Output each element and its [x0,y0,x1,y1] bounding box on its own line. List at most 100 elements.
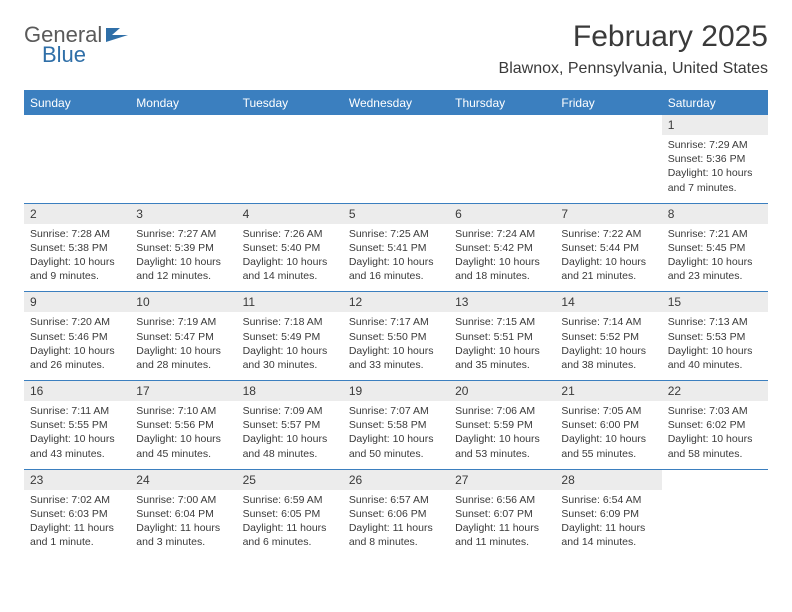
calendar-day-cell: 25Sunrise: 6:59 AMSunset: 6:05 PMDayligh… [237,469,343,557]
day-details: Sunrise: 7:06 AMSunset: 5:59 PMDaylight:… [449,401,555,469]
day-number: 1 [662,115,768,135]
calendar-day-cell [130,115,236,204]
day-number: 18 [237,381,343,401]
day-details: Sunrise: 7:24 AMSunset: 5:42 PMDaylight:… [449,224,555,292]
day-details: Sunrise: 7:09 AMSunset: 5:57 PMDaylight:… [237,401,343,469]
calendar-body: 1Sunrise: 7:29 AMSunset: 5:36 PMDaylight… [24,115,768,558]
day-details: Sunrise: 7:17 AMSunset: 5:50 PMDaylight:… [343,312,449,380]
calendar-day-cell: 13Sunrise: 7:15 AMSunset: 5:51 PMDayligh… [449,292,555,381]
day-number: 8 [662,204,768,224]
day-number: 2 [24,204,130,224]
calendar-day-cell [24,115,130,204]
day-details: Sunrise: 7:26 AMSunset: 5:40 PMDaylight:… [237,224,343,292]
day-number: 26 [343,470,449,490]
calendar-day-cell: 16Sunrise: 7:11 AMSunset: 5:55 PMDayligh… [24,381,130,470]
day-number: 7 [555,204,661,224]
day-details: Sunrise: 7:10 AMSunset: 5:56 PMDaylight:… [130,401,236,469]
flag-icon [106,24,128,46]
calendar-page: General Blue February 2025 Blawnox, Penn… [0,0,792,577]
calendar-day-cell: 24Sunrise: 7:00 AMSunset: 6:04 PMDayligh… [130,469,236,557]
day-details: Sunrise: 7:03 AMSunset: 6:02 PMDaylight:… [662,401,768,469]
day-details: Sunrise: 7:13 AMSunset: 5:53 PMDaylight:… [662,312,768,380]
location: Blawnox, Pennsylvania, United States [499,60,768,78]
day-number: 21 [555,381,661,401]
day-details: Sunrise: 7:21 AMSunset: 5:45 PMDaylight:… [662,224,768,292]
day-header: Saturday [662,91,768,115]
calendar-day-cell: 4Sunrise: 7:26 AMSunset: 5:40 PMDaylight… [237,203,343,292]
day-details: Sunrise: 6:54 AMSunset: 6:09 PMDaylight:… [555,490,661,558]
calendar-day-cell: 9Sunrise: 7:20 AMSunset: 5:46 PMDaylight… [24,292,130,381]
day-details: Sunrise: 7:29 AMSunset: 5:36 PMDaylight:… [662,135,768,203]
day-header: Monday [130,91,236,115]
day-header: Tuesday [237,91,343,115]
day-details: Sunrise: 7:07 AMSunset: 5:58 PMDaylight:… [343,401,449,469]
calendar-day-cell: 12Sunrise: 7:17 AMSunset: 5:50 PMDayligh… [343,292,449,381]
logo-word-2: Blue [42,44,128,66]
calendar-day-cell [555,115,661,204]
day-details: Sunrise: 7:00 AMSunset: 6:04 PMDaylight:… [130,490,236,558]
page-header: General Blue February 2025 Blawnox, Penn… [24,20,768,78]
calendar-day-cell: 17Sunrise: 7:10 AMSunset: 5:56 PMDayligh… [130,381,236,470]
day-details: Sunrise: 7:20 AMSunset: 5:46 PMDaylight:… [24,312,130,380]
day-details: Sunrise: 7:22 AMSunset: 5:44 PMDaylight:… [555,224,661,292]
calendar-day-cell [237,115,343,204]
calendar-week-row: 9Sunrise: 7:20 AMSunset: 5:46 PMDaylight… [24,292,768,381]
calendar-day-cell: 3Sunrise: 7:27 AMSunset: 5:39 PMDaylight… [130,203,236,292]
calendar-day-cell [343,115,449,204]
calendar-day-cell: 1Sunrise: 7:29 AMSunset: 5:36 PMDaylight… [662,115,768,204]
calendar-week-row: 1Sunrise: 7:29 AMSunset: 5:36 PMDaylight… [24,115,768,204]
calendar-day-cell: 27Sunrise: 6:56 AMSunset: 6:07 PMDayligh… [449,469,555,557]
day-details: Sunrise: 7:28 AMSunset: 5:38 PMDaylight:… [24,224,130,292]
day-header: Sunday [24,91,130,115]
day-details: Sunrise: 7:11 AMSunset: 5:55 PMDaylight:… [24,401,130,469]
day-number: 25 [237,470,343,490]
day-details: Sunrise: 6:59 AMSunset: 6:05 PMDaylight:… [237,490,343,558]
day-number: 3 [130,204,236,224]
calendar-day-cell: 5Sunrise: 7:25 AMSunset: 5:41 PMDaylight… [343,203,449,292]
day-number: 16 [24,381,130,401]
day-details: Sunrise: 7:27 AMSunset: 5:39 PMDaylight:… [130,224,236,292]
day-number: 5 [343,204,449,224]
calendar-day-cell: 21Sunrise: 7:05 AMSunset: 6:00 PMDayligh… [555,381,661,470]
day-number: 20 [449,381,555,401]
day-number: 19 [343,381,449,401]
day-number: 11 [237,292,343,312]
calendar-day-cell [662,469,768,557]
calendar-header-row: SundayMondayTuesdayWednesdayThursdayFrid… [24,91,768,115]
day-number: 24 [130,470,236,490]
day-number: 4 [237,204,343,224]
calendar-day-cell [449,115,555,204]
calendar-day-cell: 15Sunrise: 7:13 AMSunset: 5:53 PMDayligh… [662,292,768,381]
day-number: 17 [130,381,236,401]
logo: General Blue [24,24,128,66]
calendar-day-cell: 2Sunrise: 7:28 AMSunset: 5:38 PMDaylight… [24,203,130,292]
calendar-week-row: 2Sunrise: 7:28 AMSunset: 5:38 PMDaylight… [24,203,768,292]
day-number: 13 [449,292,555,312]
calendar-day-cell: 23Sunrise: 7:02 AMSunset: 6:03 PMDayligh… [24,469,130,557]
calendar-day-cell: 14Sunrise: 7:14 AMSunset: 5:52 PMDayligh… [555,292,661,381]
calendar-day-cell: 28Sunrise: 6:54 AMSunset: 6:09 PMDayligh… [555,469,661,557]
day-details: Sunrise: 6:57 AMSunset: 6:06 PMDaylight:… [343,490,449,558]
day-number: 28 [555,470,661,490]
day-header: Wednesday [343,91,449,115]
day-header: Thursday [449,91,555,115]
calendar-table: SundayMondayTuesdayWednesdayThursdayFrid… [24,90,768,557]
day-number: 6 [449,204,555,224]
calendar-day-cell: 18Sunrise: 7:09 AMSunset: 5:57 PMDayligh… [237,381,343,470]
calendar-day-cell: 6Sunrise: 7:24 AMSunset: 5:42 PMDaylight… [449,203,555,292]
calendar-day-cell: 26Sunrise: 6:57 AMSunset: 6:06 PMDayligh… [343,469,449,557]
day-number: 12 [343,292,449,312]
logo-text: General Blue [24,24,128,66]
day-details: Sunrise: 7:15 AMSunset: 5:51 PMDaylight:… [449,312,555,380]
calendar-week-row: 16Sunrise: 7:11 AMSunset: 5:55 PMDayligh… [24,381,768,470]
day-details: Sunrise: 7:14 AMSunset: 5:52 PMDaylight:… [555,312,661,380]
day-details: Sunrise: 7:05 AMSunset: 6:00 PMDaylight:… [555,401,661,469]
calendar-day-cell: 20Sunrise: 7:06 AMSunset: 5:59 PMDayligh… [449,381,555,470]
day-number: 27 [449,470,555,490]
day-number: 14 [555,292,661,312]
day-details: Sunrise: 7:25 AMSunset: 5:41 PMDaylight:… [343,224,449,292]
calendar-day-cell: 8Sunrise: 7:21 AMSunset: 5:45 PMDaylight… [662,203,768,292]
calendar-day-cell: 10Sunrise: 7:19 AMSunset: 5:47 PMDayligh… [130,292,236,381]
day-details: Sunrise: 7:18 AMSunset: 5:49 PMDaylight:… [237,312,343,380]
day-details: Sunrise: 7:02 AMSunset: 6:03 PMDaylight:… [24,490,130,558]
